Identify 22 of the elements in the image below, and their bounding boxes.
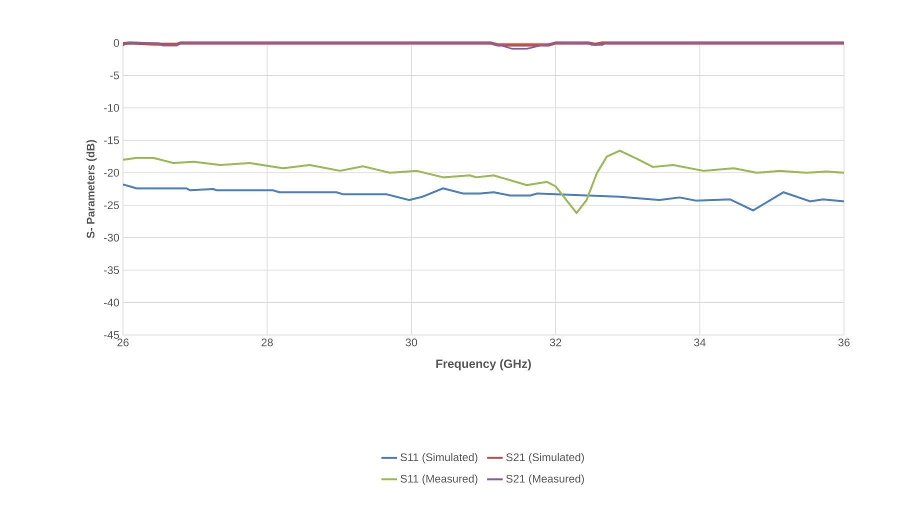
y-tick-label: -35 bbox=[104, 266, 119, 274]
y-tick-label: -45 bbox=[104, 331, 119, 339]
y-tick-label: 0 bbox=[114, 39, 120, 47]
x-tick-label: 36 bbox=[838, 338, 850, 346]
x-tick-label: 34 bbox=[694, 338, 706, 346]
x-tick-label: 32 bbox=[550, 338, 562, 346]
legend-label: S11 (Measured) bbox=[400, 474, 478, 485]
legend-label: S11 (Simulated) bbox=[400, 453, 478, 464]
y-tick-label: -10 bbox=[104, 104, 120, 112]
y-tick-label: -20 bbox=[104, 168, 120, 177]
y-tick-label: -15 bbox=[104, 136, 119, 144]
y-tick-label: -30 bbox=[104, 234, 120, 242]
y-tick-label: -25 bbox=[104, 201, 119, 210]
x-axis-title: Frequency (GHz) bbox=[436, 359, 531, 370]
y-tick-label: -5 bbox=[110, 72, 119, 80]
y-axis-title: S- Parameters (dB) bbox=[86, 140, 97, 238]
x-tick-label: 28 bbox=[262, 338, 273, 346]
y-tick-label: -40 bbox=[104, 298, 120, 306]
x-tick-label: 30 bbox=[406, 338, 418, 346]
legend-label: S21 (Measured) bbox=[506, 474, 584, 485]
x-tick-label: 26 bbox=[117, 338, 129, 346]
legend-label: S21 (Simulated) bbox=[506, 453, 584, 464]
